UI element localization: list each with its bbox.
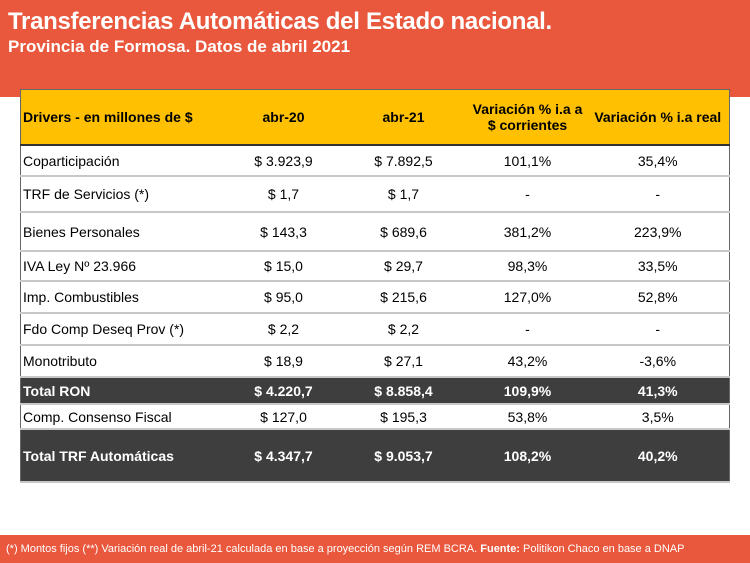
table-cell: $ 4.220,7 xyxy=(228,377,339,405)
table-cell: $ 9.053,7 xyxy=(338,429,469,483)
table-cell: $ 95,0 xyxy=(228,281,339,314)
table-cell: $ 143,3 xyxy=(228,212,339,252)
column-header: Drivers - en millones de $ xyxy=(20,89,229,146)
table-cell: IVA Ley Nº 23.966 xyxy=(20,251,229,282)
table-cell: 40,2% xyxy=(586,429,730,483)
table-cell: 109,9% xyxy=(468,377,587,405)
table-cell: 98,3% xyxy=(468,251,587,282)
table-cell: $ 8.858,4 xyxy=(338,377,469,405)
table-row: Bienes Personales $ 143,3 $ 689,6 381,2% 223… xyxy=(20,212,730,252)
table-row: TRF de Servicios (*) $ 1,7 $ 1,7- - xyxy=(20,176,730,213)
table-cell: -3,6% xyxy=(586,345,730,378)
transfers-table: Drivers - en millones de $ abr-20 abr-21 Va… xyxy=(20,89,730,483)
total-row: Total RON $ 4.220,7 $ 8.858,4 109,9% 41,3% xyxy=(20,377,730,405)
table-cell: 3,5% xyxy=(586,404,730,430)
source: Politikon Chaco en base a DNAP xyxy=(523,543,685,555)
footer-note: (*) Montos fijos (**) Variación real de … xyxy=(0,535,750,563)
table-cell: $ 1,7 xyxy=(338,176,469,213)
table-cell: Imp. Combustibles xyxy=(20,281,229,314)
table-cell: Total TRF Automáticas xyxy=(20,429,229,483)
table-cell: $ 18,9 xyxy=(228,345,339,378)
total-row: Total TRF Automáticas $ 4.347,7 $ 9.053,7 1… xyxy=(20,429,730,483)
table-cell: 381,2% xyxy=(468,212,587,252)
table-cell: $ 2,2 xyxy=(338,313,469,346)
table-row: Monotributo $ 18,9 $ 27,1 43,2% -3,6% xyxy=(20,345,730,378)
source-label: Fuente: xyxy=(480,543,520,555)
table-row: IVA Ley Nº 23.966 $ 15,0 $ 29,7 98,3% 33,5% xyxy=(20,251,730,282)
table-cell: $ 15,0 xyxy=(228,251,339,282)
table-row: Coparticipación $ 3.923,9 $ 7.892,5 101,1% 3… xyxy=(20,145,730,177)
table-row: Imp. Combustibles $ 95,0 $ 215,6 127,0% 52,8… xyxy=(20,281,730,314)
table-row: Comp. Consenso Fiscal $ 127,0 $ 195,3 53,8%… xyxy=(20,404,730,430)
table-cell: 41,3% xyxy=(586,377,730,405)
column-header: Variación % i.a real xyxy=(586,89,730,146)
table-cell: 223,9% xyxy=(586,212,730,252)
table-cell: Total RON xyxy=(20,377,229,405)
table-cell: 35,4% xyxy=(586,145,730,177)
table-cell: $ 215,6 xyxy=(338,281,469,314)
table-cell: 53,8% xyxy=(468,404,587,430)
table-cell: - xyxy=(586,176,730,213)
table-cell: $ 3.923,9 xyxy=(228,145,339,177)
table-cell: 127,0% xyxy=(468,281,587,314)
table-cell: TRF de Servicios (*) xyxy=(20,176,229,213)
header-band: Transferencias Automáticas del Estado na… xyxy=(0,0,750,97)
table-cell: $ 1,7 xyxy=(228,176,339,213)
page-title: Transferencias Automáticas del Estado na… xyxy=(8,8,552,35)
table-cell: $ 27,1 xyxy=(338,345,469,378)
table-cell: Monotributo xyxy=(20,345,229,378)
table-cell: 108,2% xyxy=(468,429,587,483)
table-cell: $ 195,3 xyxy=(338,404,469,430)
table-cell: Coparticipación xyxy=(20,145,229,177)
table-cell: 101,1% xyxy=(468,145,587,177)
table-cell: - xyxy=(586,313,730,346)
table-cell: $ 29,7 xyxy=(338,251,469,282)
table-cell: Comp. Consenso Fiscal xyxy=(20,404,229,430)
header-row: Drivers - en millones de $ abr-20 abr-21 Va… xyxy=(20,89,730,146)
table-cell: $ 2,2 xyxy=(228,313,339,346)
table-row: Fdo Comp Deseq Prov (*) $ 2,2 $ 2,2- - xyxy=(20,313,730,346)
table-cell: $ 4.347,7 xyxy=(228,429,339,483)
table-cell: - xyxy=(468,313,587,346)
page-subtitle: Provincia de Formosa. Datos de abril 202… xyxy=(8,37,351,56)
table-cell: $ 689,6 xyxy=(338,212,469,252)
table-cell: - xyxy=(468,176,587,213)
column-header: Variación % i.a a $ corrientes xyxy=(468,89,587,146)
column-header: abr-21 xyxy=(338,89,469,146)
table-cell: 52,8% xyxy=(586,281,730,314)
table-cell: $ 7.892,5 xyxy=(338,145,469,177)
table-cell: 43,2% xyxy=(468,345,587,378)
table-cell: $ 127,0 xyxy=(228,404,339,430)
table-cell: Bienes Personales xyxy=(20,212,229,252)
table-cell: Fdo Comp Deseq Prov (*) xyxy=(20,313,229,346)
table-cell: 33,5% xyxy=(586,251,730,282)
column-header: abr-20 xyxy=(228,89,339,146)
footnote: (*) Montos fijos (**) Variación real de … xyxy=(6,543,478,555)
